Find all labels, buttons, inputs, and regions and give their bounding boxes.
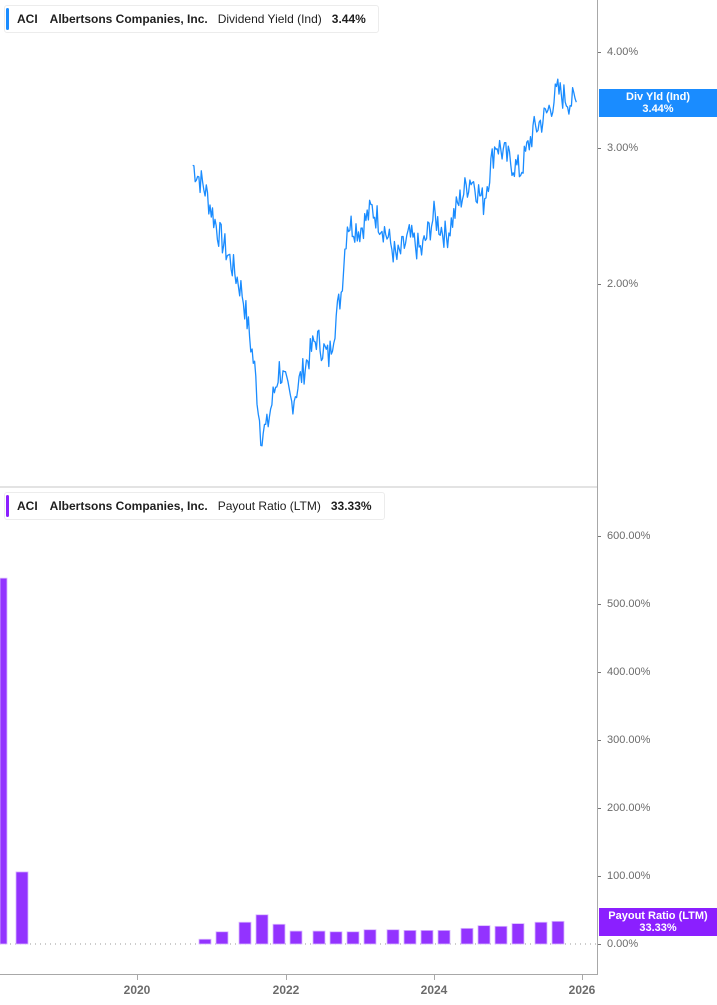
y-tick-label: 3.00%: [607, 142, 639, 154]
tag-value: 33.33%: [639, 922, 677, 934]
panel-divider[interactable]: [0, 486, 598, 488]
payout-bar[interactable]: [215, 931, 229, 945]
y-tick: 4.00%: [598, 46, 638, 58]
y-axis-line: [597, 0, 598, 975]
y-tick: 2.00%: [598, 278, 638, 290]
x-tick-mark: [286, 975, 287, 980]
x-tick-label: 2026: [568, 983, 596, 997]
y-tick: 3.00%: [598, 142, 638, 154]
y-tick: 0.00%: [598, 938, 638, 950]
current-value-tag: Div Yld (Ind) 3.44%: [599, 89, 717, 117]
dividend-yield-panel: ACI Albertsons Companies, Inc. Dividend …: [0, 0, 717, 487]
x-axis-line: [0, 974, 598, 975]
tick-mark: [598, 283, 601, 285]
payout-bar[interactable]: [437, 929, 451, 945]
x-tick-mark: [137, 975, 138, 980]
tick-mark: [598, 535, 601, 537]
payout-ratio-bar-chart: [0, 577, 598, 945]
x-tick-label: 2020: [123, 983, 151, 997]
y-tick-label: 400.00%: [607, 666, 651, 678]
payout-bar[interactable]: [420, 929, 434, 945]
y-tick: 200.00%: [598, 802, 650, 814]
payout-bar[interactable]: [551, 920, 565, 945]
legend-metric: Payout Ratio (LTM): [217, 499, 321, 513]
legend-company: Albertsons Companies, Inc.: [49, 12, 208, 26]
tick-mark: [598, 875, 601, 877]
legend-ticker: ACI: [17, 12, 38, 26]
y-tick-label: 500.00%: [607, 598, 651, 610]
y-tick-label: 200.00%: [607, 802, 651, 814]
top-legend[interactable]: ACI Albertsons Companies, Inc. Dividend …: [4, 5, 379, 33]
payout-bar[interactable]: [238, 921, 252, 945]
legend-ticker: ACI: [17, 499, 38, 513]
payout-bar[interactable]: [346, 931, 360, 945]
payout-bar[interactable]: [255, 914, 269, 945]
payout-bar[interactable]: [363, 929, 377, 945]
y-tick: 400.00%: [598, 666, 650, 678]
current-value-tag: Payout Ratio (LTM) 33.33%: [599, 908, 717, 936]
y-tick-label: 600.00%: [607, 530, 651, 542]
tick-mark: [598, 671, 601, 673]
legend-value: 33.33%: [330, 499, 372, 513]
tick-mark: [598, 147, 601, 149]
payout-ratio-panel: ACI Albertsons Companies, Inc. Payout Ra…: [0, 489, 717, 969]
payout-bar[interactable]: [329, 931, 343, 945]
tick-mark: [598, 739, 601, 741]
payout-bar[interactable]: [272, 923, 286, 945]
tick-mark: [598, 807, 601, 809]
payout-bar[interactable]: [534, 921, 548, 945]
legend-metric: Dividend Yield (Ind): [217, 12, 322, 26]
tag-label: Payout Ratio (LTM): [608, 910, 708, 922]
y-tick-label: 0.00%: [607, 938, 639, 950]
x-tick-mark: [434, 975, 435, 980]
bottom-legend[interactable]: ACI Albertsons Companies, Inc. Payout Ra…: [4, 492, 385, 520]
payout-bar[interactable]: [386, 929, 400, 945]
y-tick-label: 4.00%: [607, 46, 639, 58]
y-tick-label: 300.00%: [607, 734, 651, 746]
legend-color-swatch: [6, 495, 9, 517]
payout-bars: [0, 577, 565, 945]
payout-bar[interactable]: [494, 925, 508, 945]
legend-value: 3.44%: [331, 12, 366, 26]
dividend-yield-line-chart: [192, 78, 577, 447]
payout-bar[interactable]: [15, 871, 29, 945]
y-tick: 100.00%: [598, 870, 650, 882]
y-tick-label: 100.00%: [607, 870, 651, 882]
x-tick-label: 2022: [272, 983, 300, 997]
payout-bar[interactable]: [0, 577, 8, 945]
payout-bar[interactable]: [198, 938, 212, 945]
payout-bar[interactable]: [403, 929, 417, 945]
x-tick-label: 2024: [420, 983, 448, 997]
y-tick: 600.00%: [598, 530, 650, 542]
tick-mark: [598, 51, 601, 53]
legend-company: Albertsons Companies, Inc.: [49, 499, 208, 513]
tick-mark: [598, 943, 601, 945]
payout-bar[interactable]: [511, 923, 525, 945]
tick-mark: [598, 603, 601, 605]
y-tick: 300.00%: [598, 734, 650, 746]
tag-value: 3.44%: [642, 103, 674, 115]
payout-bar[interactable]: [289, 930, 303, 945]
payout-bar[interactable]: [460, 927, 474, 945]
tag-label: Div Yld (Ind): [626, 91, 690, 103]
dividend-yield-line: [192, 78, 577, 447]
y-tick-label: 2.00%: [607, 278, 639, 290]
y-tick: 500.00%: [598, 598, 650, 610]
legend-color-swatch: [6, 8, 9, 30]
payout-bar[interactable]: [477, 925, 491, 945]
payout-bar[interactable]: [312, 930, 326, 945]
x-tick-mark: [582, 975, 583, 980]
